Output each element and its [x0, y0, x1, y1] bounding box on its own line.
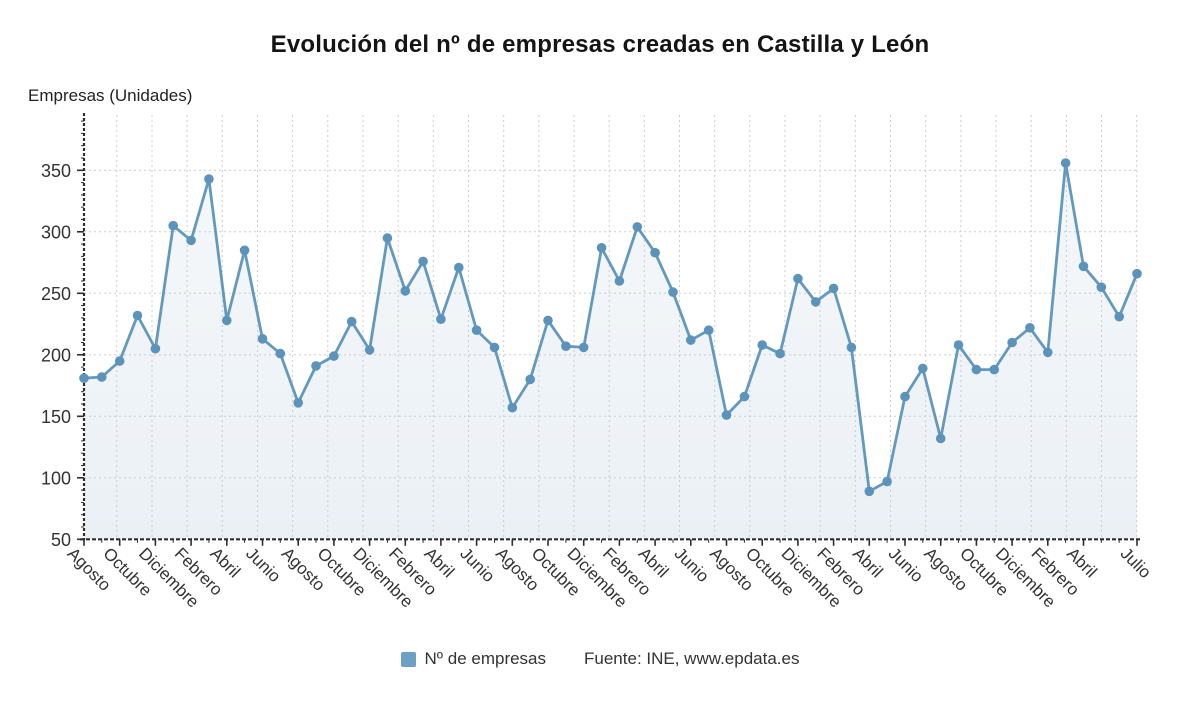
y-tick-label: 350	[41, 161, 71, 181]
data-point-marker	[1025, 323, 1035, 333]
y-tick-label: 200	[41, 345, 71, 365]
data-point-marker	[436, 314, 446, 325]
x-tick-label: Julio	[1117, 544, 1155, 582]
data-point-marker	[596, 243, 607, 253]
data-point-marker	[810, 297, 821, 307]
data-point-marker	[1132, 268, 1142, 279]
data-point-marker	[686, 335, 696, 345]
data-point-marker	[900, 391, 910, 402]
data-point-marker	[382, 233, 393, 243]
data-point-marker	[1114, 311, 1124, 322]
data-point-marker	[525, 374, 535, 385]
y-tick-label: 250	[41, 284, 71, 304]
y-tick-label: 150	[41, 407, 71, 427]
data-point-marker	[953, 340, 964, 350]
data-point-marker	[721, 410, 732, 420]
y-tick-label: 50	[51, 530, 71, 550]
data-point-marker	[293, 398, 304, 408]
data-point-marker	[1043, 347, 1053, 358]
data-point-marker	[882, 476, 892, 487]
x-tick-label: Junio	[670, 544, 712, 586]
data-point-marker	[918, 363, 928, 374]
x-tick-label: Junio	[885, 544, 927, 586]
data-point-marker	[668, 287, 678, 297]
data-point-marker	[757, 340, 767, 350]
data-point-marker	[364, 345, 375, 355]
chart-title: Evolución del nº de empresas creadas en …	[270, 31, 930, 58]
data-point-marker	[275, 348, 286, 359]
x-tick-label: Junio	[456, 544, 498, 586]
legend-item-empresas[interactable]: Nº de empresas	[400, 649, 547, 669]
data-point-marker	[935, 433, 946, 444]
legend-marker-square	[400, 651, 416, 667]
data-point-marker	[739, 391, 750, 402]
data-point-marker	[989, 364, 999, 375]
data-point-marker	[311, 361, 321, 371]
data-point-marker	[578, 342, 589, 353]
data-point-marker	[703, 325, 714, 336]
data-point-marker	[1007, 337, 1017, 348]
data-point-marker	[150, 343, 161, 354]
legend-source-label: Fuente: INE, www.epdata.es	[584, 649, 800, 668]
data-point-marker	[79, 373, 89, 384]
data-point-marker	[864, 486, 875, 497]
y-tick-label: 300	[41, 222, 71, 242]
data-point-marker	[186, 235, 196, 246]
data-point-marker	[489, 342, 500, 353]
data-point-marker	[454, 262, 464, 273]
x-tick-label: Junio	[242, 544, 284, 586]
data-point-marker	[846, 342, 857, 353]
data-point-marker	[114, 356, 125, 366]
data-point-marker	[329, 351, 339, 361]
data-point-marker	[97, 372, 107, 382]
data-point-marker	[971, 364, 982, 375]
data-point-marker	[418, 256, 428, 267]
data-point-marker	[793, 273, 803, 284]
area-fill	[84, 163, 1137, 540]
data-point-marker	[507, 402, 518, 413]
data-point-marker	[239, 245, 250, 256]
data-point-marker	[1096, 282, 1107, 293]
data-point-marker	[471, 325, 482, 336]
data-point-marker	[650, 247, 660, 258]
data-point-marker	[775, 348, 785, 359]
data-point-marker	[1078, 261, 1089, 272]
data-point-marker	[1060, 158, 1071, 168]
data-point-marker	[204, 174, 214, 184]
y-tick-label: 100	[41, 468, 71, 488]
data-point-marker	[132, 310, 143, 321]
data-point-marker	[168, 220, 178, 231]
data-point-marker	[346, 316, 357, 327]
series-line	[82, 161, 1139, 493]
chart-legend: Nº de empresas Fuente: INE, www.epdata.e…	[0, 649, 1200, 669]
data-point-marker	[222, 315, 232, 326]
data-point-marker	[614, 276, 625, 286]
y-axis-unit-label: Empresas (Unidades)	[28, 86, 193, 105]
data-point-marker	[257, 334, 268, 344]
data-point-marker	[828, 283, 839, 294]
data-point-marker	[632, 222, 643, 232]
data-point-marker	[543, 315, 553, 326]
legend-series-label: Nº de empresas	[424, 649, 547, 668]
data-point-marker	[400, 286, 411, 296]
data-point-marker	[561, 341, 571, 352]
